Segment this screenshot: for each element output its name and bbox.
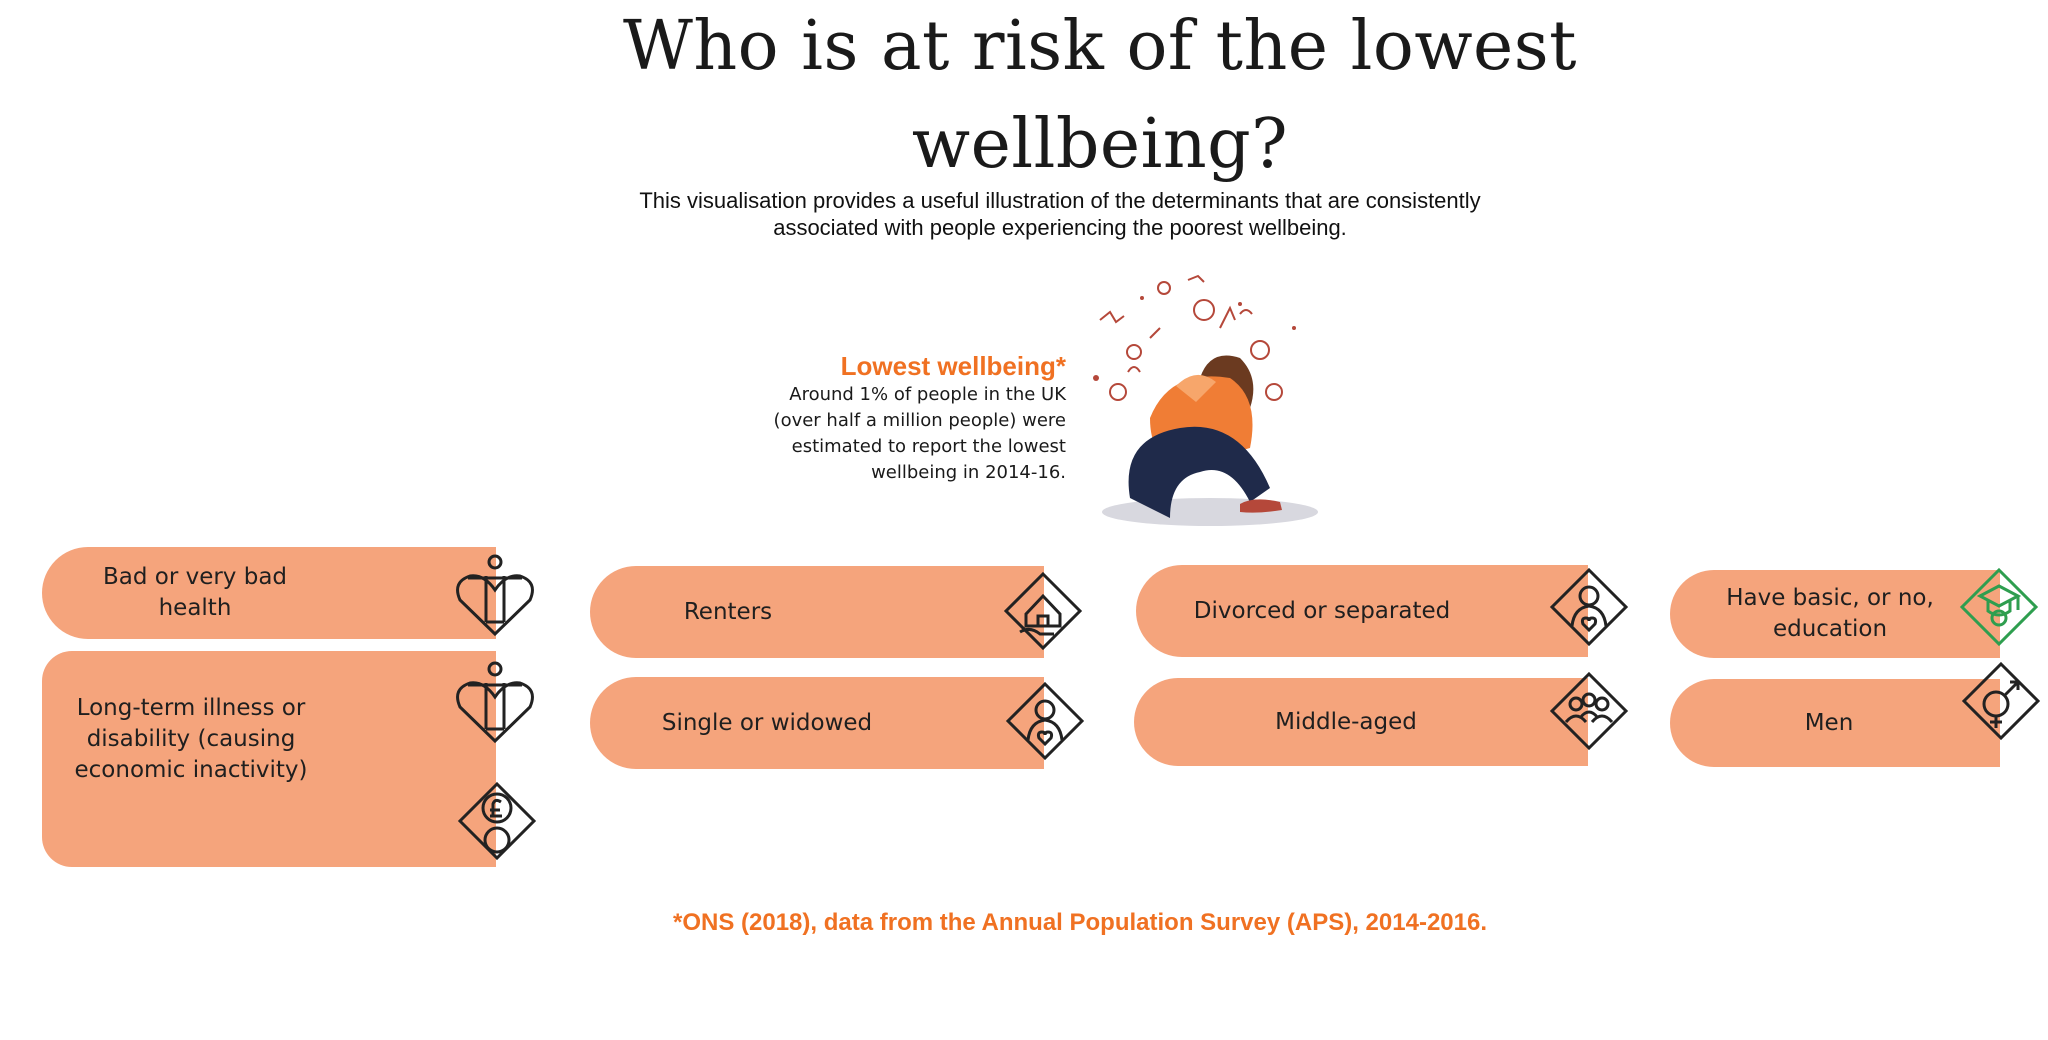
pound-gears-icon [454,780,540,866]
determinant-label: Bad or very bad health [102,564,288,621]
determinant-label: Men [1804,709,1854,736]
person-heart-diamond-icon [1002,680,1088,766]
determinant-label: Long-term illness or disability (causing… [74,694,308,783]
graduate-icon [1956,566,2042,652]
determinant-basic-education: Have basic, or no, education [1670,570,2000,658]
determinant-label: Renters [683,598,773,625]
determinant-divorced-separated: Divorced or separated [1136,565,1588,657]
determinant-single-widowed: Single or widowed [590,677,1044,769]
person-heart-icon [452,552,538,638]
page-title: Who is at risk of the lowest wellbeing? [622,7,1577,184]
source-footnote: *ONS (2018), data from the Annual Popula… [673,909,1487,936]
determinant-bad-health: Bad or very bad health [42,547,496,639]
determinant-label: Have basic, or no, education [1726,585,1934,642]
determinant-label: Middle-aged [1275,708,1417,735]
group-people-icon [1546,670,1632,756]
determinant-middle-aged: Middle-aged [1134,678,1588,766]
callout-body: Around 1% of people in the UK (over half… [773,384,1066,483]
gender-symbol-icon [1958,660,2044,746]
callout-heading: Lowest wellbeing* [840,351,1066,381]
determinant-label: Single or widowed [661,709,873,736]
person-heart-diamond-icon [1546,566,1632,652]
determinant-men: Men [1670,679,2000,767]
person-heart-icon [452,659,538,745]
subtitle: This visualisation provides a useful ill… [639,188,1481,240]
determinant-renters: Renters [590,566,1044,658]
lowest-wellbeing-callout: Lowest wellbeing* Around 1% of people in… [770,350,1066,486]
distressed-person-illustration [1090,268,1330,530]
house-hand-icon [1000,570,1086,656]
determinant-long-term-illness: Long-term illness or disability (causing… [42,651,496,867]
determinant-label: Divorced or separated [1193,597,1451,624]
